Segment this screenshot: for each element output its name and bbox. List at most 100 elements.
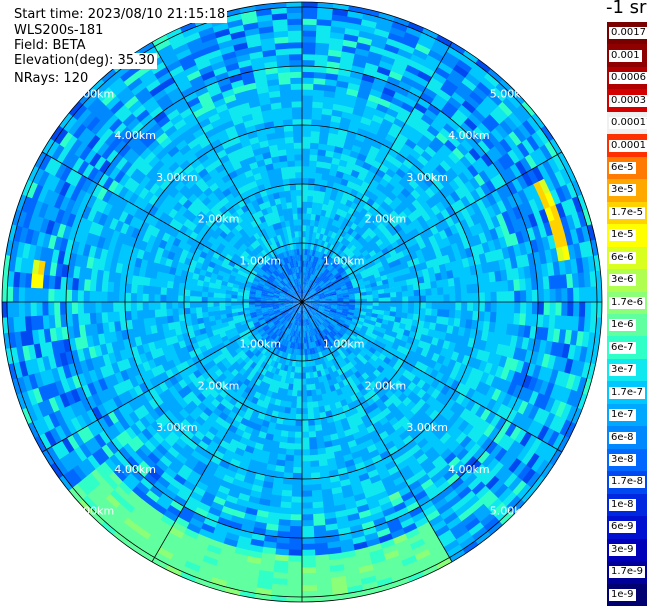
ppi-cell [286,442,295,450]
ppi-cell [356,243,364,251]
ppi-cell [500,223,511,237]
ppi-cell [555,302,562,317]
ppi-cell [281,489,293,497]
ppi-cell [361,273,369,279]
ppi-cell [159,294,167,302]
ppi-cell [440,83,456,98]
ppi-cell [301,561,316,568]
ppi-cell [460,310,468,320]
ppi-cell [444,262,453,272]
ppi-cell [393,258,402,267]
ppi-cell [492,260,501,272]
ppi-cell [476,81,493,97]
ppi-cell [325,150,335,158]
ppi-cell [395,112,409,124]
ppi-cell [448,135,462,148]
ppi-cell [359,24,377,35]
ppi-cell [382,283,390,290]
ppi-cell [540,124,556,142]
ppi-cell [450,113,465,127]
ppi-cell [491,189,503,204]
ppi-cell [517,123,532,140]
ppi-cell [379,270,387,277]
ppi-cell [307,297,314,301]
ppi-cell [319,295,326,299]
ppi-cell [346,219,354,228]
ppi-cell [498,259,507,272]
ppi-cell [322,260,328,268]
ppi-cell [307,260,311,268]
ppi-cell [160,308,167,317]
ppi-cell [333,283,341,288]
ppi-cell [516,217,527,232]
ppi-cell [430,120,444,133]
ppi-cell [361,141,373,152]
ppi-cell [224,297,232,302]
ppi-cell [402,302,409,308]
ppi-cell [148,293,155,302]
ppi-cell [393,117,406,129]
ppi-cell [77,289,84,302]
ppi-cell [304,354,309,362]
ppi-cell [445,205,456,217]
ppi-cell [520,228,531,243]
ppi-cell [177,295,185,302]
ppi-cell [311,395,318,403]
ppi-cell [417,155,429,167]
ppi-cell [459,121,474,136]
ppi-cell [302,154,311,161]
ppi-cell [361,249,370,258]
ppi-cell [301,502,313,509]
ppi-cell [309,460,320,468]
ppi-cell [431,168,443,180]
ppi-cell [305,284,309,291]
ppi-cell [528,198,540,214]
ppi-cell [332,151,343,160]
ppi-cell [437,110,452,124]
ppi-cell [340,237,348,245]
ppi-cell [313,184,321,192]
ppi-cell [478,253,488,265]
ppi-cell [343,232,351,241]
ppi-cell [308,172,316,179]
ppi-cell [59,301,67,315]
ppi-cell [309,261,313,268]
ppi-cell [459,218,470,231]
ppi-cell [314,54,329,62]
ppi-cell [195,290,203,297]
ppi-cell [438,229,449,240]
ppi-cell [409,86,424,98]
ppi-cell [403,267,411,275]
ppi-cell [302,118,313,126]
ppi-cell [557,151,571,169]
ppi-cell [352,257,360,264]
ppi-cell [391,270,400,278]
ppi-cell [475,104,491,119]
ppi-cell [242,304,250,309]
ppi-cell [309,442,318,450]
ppi-cell [382,173,393,183]
ppi-cell [425,302,433,310]
ppi-cell [407,59,424,71]
ppi-cell [302,236,306,244]
ppi-cell [363,263,371,270]
ppi-cell [538,178,551,195]
ppi-cell [365,99,379,110]
ppi-cell [483,72,501,88]
ppi-cell [324,269,330,276]
ppi-cell [444,182,456,195]
ppi-cell [311,268,315,275]
ppi-cell [413,144,426,156]
ppi-cell [312,293,319,298]
ppi-cell [564,165,578,183]
ppi-cell [375,182,386,193]
ppi-cell [543,289,551,303]
ppi-cell [301,520,314,527]
ppi-cell [544,191,556,208]
ppi-cell [302,189,309,196]
ppi-cell [323,90,336,99]
ppi-cell [317,149,327,157]
ppi-cell [407,212,418,223]
ppi-cell [313,83,326,91]
ppi-cell [449,224,459,236]
